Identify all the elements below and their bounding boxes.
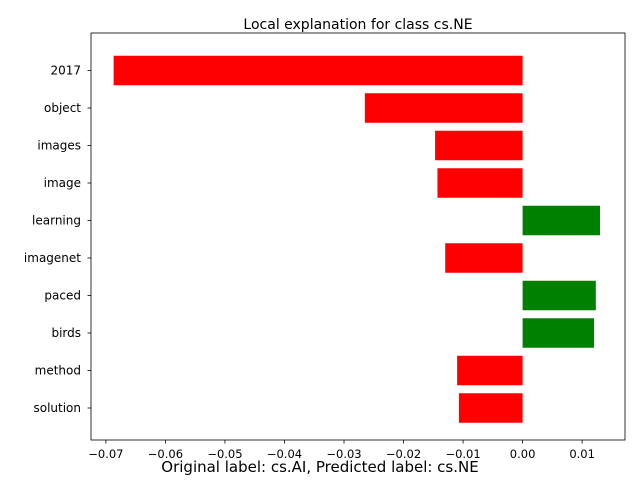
bar-image	[437, 168, 523, 198]
y-tick-label: imagenet	[24, 251, 81, 265]
y-axis: 2017 object images image learning imagenet pac…	[24, 64, 91, 415]
x-tick-label: −0.07	[88, 447, 123, 461]
bar-paced	[522, 280, 596, 311]
x-axis: −0.07 −0.06 −0.05 −0.04 −0.03 −0.02 −0.01 0.00 0…	[88, 440, 595, 461]
y-tick-label: object	[44, 101, 81, 115]
y-tick-label: image	[44, 176, 81, 190]
bar-group	[113, 55, 600, 423]
y-tick-label: learning	[32, 214, 81, 228]
bar-object	[364, 93, 523, 123]
bar-images	[435, 130, 523, 161]
plot-frame	[90, 32, 626, 441]
x-tick-label: −0.05	[207, 447, 242, 461]
x-tick-label: −0.06	[148, 447, 183, 461]
x-tick-label: 0.00	[510, 447, 536, 461]
chart-caption: Original label: cs.AI, Predicted label: …	[161, 458, 479, 476]
bar-birds	[522, 318, 595, 348]
bar-learning	[522, 205, 600, 236]
bar-imagenet	[445, 243, 523, 273]
chart-title: Local explanation for class cs.NE	[243, 17, 472, 33]
bar-method	[457, 355, 523, 386]
bar-solution	[458, 393, 523, 423]
x-tick-label: −0.01	[445, 447, 480, 461]
y-tick-label: images	[37, 139, 81, 153]
y-tick-label: birds	[51, 326, 81, 340]
x-tick-label: −0.04	[267, 447, 302, 461]
x-tick-label: 0.01	[569, 447, 595, 461]
x-tick-label: −0.02	[386, 447, 421, 461]
y-tick-label: paced	[44, 289, 81, 303]
y-tick-label: solution	[33, 401, 81, 415]
bar-2017	[113, 55, 523, 86]
y-tick-label: method	[35, 364, 81, 378]
x-tick-label: −0.03	[326, 447, 361, 461]
y-tick-label: 2017	[50, 64, 81, 78]
